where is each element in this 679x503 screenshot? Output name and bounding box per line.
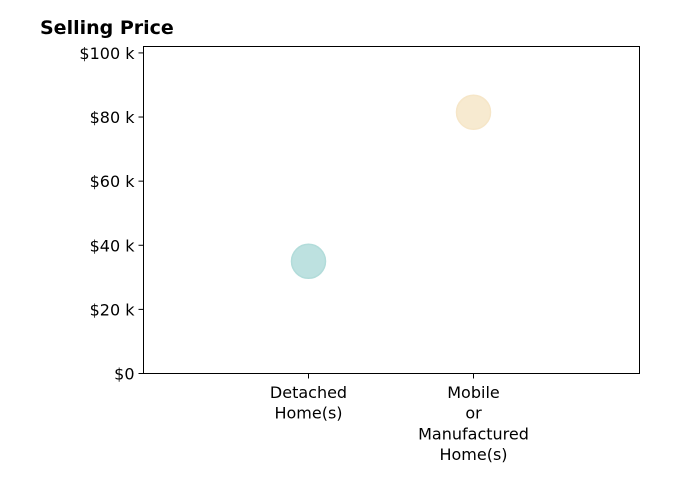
- x-axis: Detached Home(s) Mobile or Manufactured Home(…: [270, 373, 529, 464]
- y-tick-label: $0: [114, 365, 134, 384]
- x-tick-label-line: Detached: [270, 383, 347, 402]
- y-tick-label: $20 k: [90, 300, 136, 319]
- y-axis: $0 $20 k $40 k $60 k $80 k $100 k: [79, 44, 144, 384]
- y-tick-label: $80 k: [90, 108, 136, 127]
- x-tick-label-line: or: [465, 404, 482, 423]
- x-tick-label: Mobile or Manufactured Home(s): [418, 383, 529, 464]
- x-tick-label-line: Home(s): [439, 445, 507, 464]
- chart-title: Selling Price: [40, 17, 174, 39]
- y-tick-label: $100 k: [79, 44, 135, 63]
- data-point: [455, 94, 492, 130]
- x-tick-label-line: Home(s): [274, 404, 342, 423]
- y-tick-label: $40 k: [90, 236, 136, 255]
- x-tick-label-line: Manufactured: [418, 424, 529, 443]
- plot-area-frame: [143, 46, 640, 374]
- data-point: [290, 243, 327, 280]
- y-tick-label: $60 k: [90, 172, 136, 191]
- data-points: [290, 94, 492, 280]
- x-tick-label-line: Mobile: [447, 383, 499, 402]
- x-tick-label: Detached Home(s): [270, 383, 347, 423]
